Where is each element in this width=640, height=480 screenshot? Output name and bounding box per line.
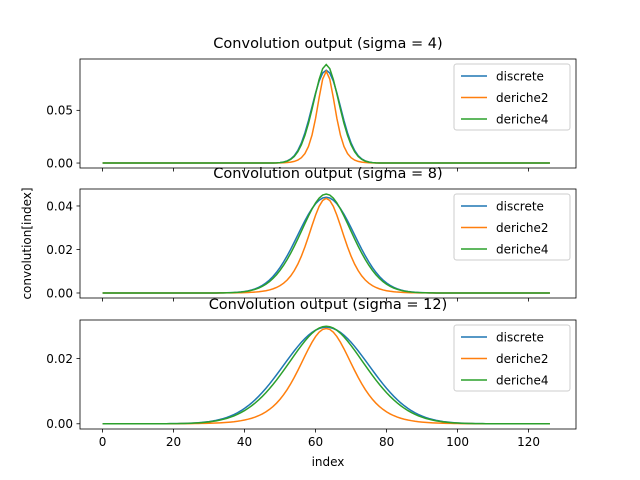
legend-box (453, 193, 571, 261)
y-tick-label: 0.00 (46, 286, 73, 300)
legend-label-deriche4: deriche4 (496, 373, 549, 387)
series-line-deriche4 (102, 63, 550, 164)
axes-frame (79, 58, 577, 169)
subplot-title: Convolution output (sigma = 12) (209, 297, 448, 313)
legend-label-deriche2: deriche2 (496, 91, 549, 105)
legend-label-discrete: discrete (496, 199, 544, 213)
legend: discrete deriche2 deriche4 (453, 193, 571, 261)
legend: discrete deriche2 deriche4 (453, 63, 571, 131)
axes-frame (79, 319, 577, 430)
y-tick-label: 0.02 (46, 243, 73, 257)
legend-label-discrete: discrete (496, 69, 544, 83)
legend-label-deriche2: deriche2 (496, 352, 549, 366)
y-tick-label: 0.00 (46, 156, 73, 170)
axes-frame (79, 188, 577, 299)
legend-label-deriche2: deriche2 (496, 221, 549, 235)
x-tick-label: 60 (308, 435, 323, 449)
y-axis-label: convolution[index] (20, 187, 34, 299)
legend-label-deriche4: deriche4 (496, 242, 549, 256)
legend: discrete deriche2 deriche4 (453, 324, 571, 392)
x-tick-label: 80 (379, 435, 394, 449)
series-line-deriche4 (102, 193, 550, 294)
x-tick-label: 40 (237, 435, 252, 449)
y-tick-label: 0.02 (46, 352, 73, 366)
x-tick-label: 20 (166, 435, 181, 449)
y-tick-label: 0.04 (46, 199, 73, 213)
subplot-2: 0.00 0.02 0.04 discrete deriche2 deriche4 Conv… (20, 166, 577, 302)
legend-label-deriche4: deriche4 (496, 112, 549, 126)
legend-box (453, 63, 571, 131)
subplot-title: Convolution output (sigma = 4) (213, 36, 442, 52)
y-tick-label: 0.05 (46, 104, 73, 118)
series-line-deriche4 (102, 325, 550, 425)
x-axis-label: index (312, 455, 345, 469)
y-tick-label: 0.00 (46, 417, 73, 431)
subplot-1: 0.00 0.05 discrete deriche2 deriche4 Convolut… (46, 36, 577, 172)
x-tick-label: 0 (99, 435, 107, 449)
x-tick-label: 100 (446, 435, 469, 449)
subplot-title: Convolution output (sigma = 8) (213, 166, 442, 182)
legend-box (453, 324, 571, 392)
x-tick-label: 120 (517, 435, 540, 449)
legend-label-discrete: discrete (496, 330, 544, 344)
subplot-3: 0 20 40 60 80 100 1200.000.02discretederiche2d… (46, 297, 577, 469)
